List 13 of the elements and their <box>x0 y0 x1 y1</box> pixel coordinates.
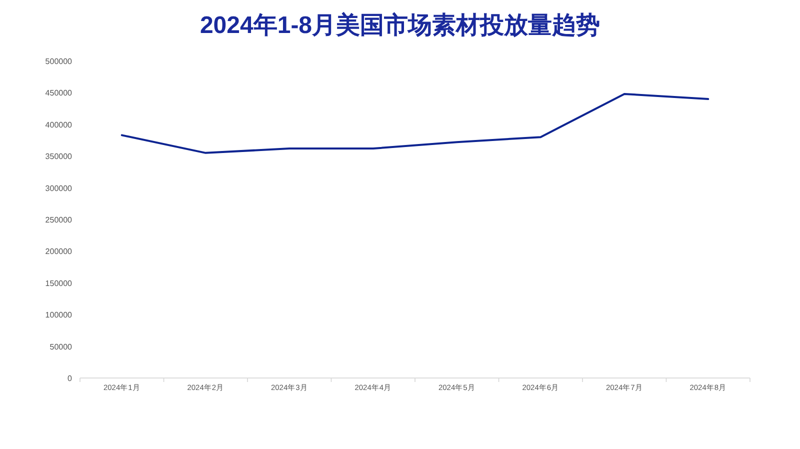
y-tick-label: 400000 <box>45 120 73 130</box>
y-tick-label: 500000 <box>45 57 73 66</box>
y-tick-label: 350000 <box>45 152 73 162</box>
y-tick-label: 200000 <box>45 247 73 256</box>
y-tick-label: 450000 <box>45 88 73 98</box>
y-tick-label: 0 <box>68 374 73 383</box>
y-tick-label: 150000 <box>45 278 73 288</box>
line-series <box>120 92 710 154</box>
y-tick-label: 50000 <box>50 342 73 352</box>
y-tick-label: 250000 <box>45 216 73 224</box>
y-tick-label: 300000 <box>45 184 73 193</box>
y-tick-label: 100000 <box>45 310 73 320</box>
chart-title: 2024年1-8月美国市场素材投放量趋势 <box>200 11 600 39</box>
